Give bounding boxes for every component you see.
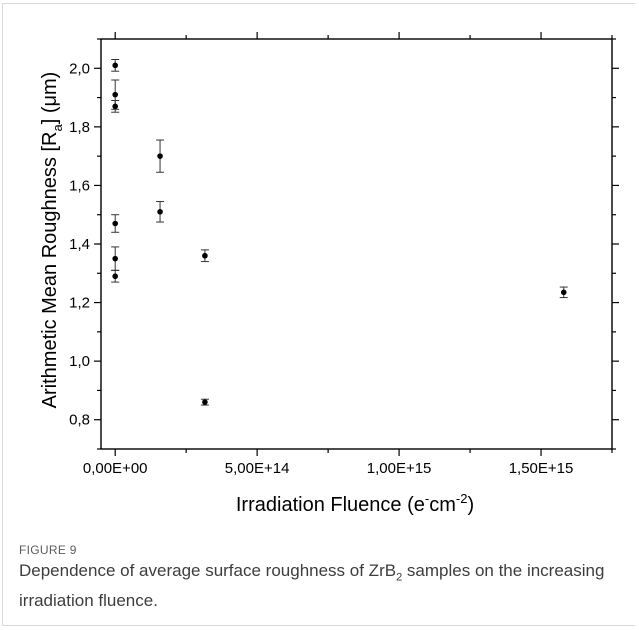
y-axis-title: Arithmetic Mean Roughness [Ra] (μm) xyxy=(39,72,65,409)
data-point-group xyxy=(111,246,120,271)
x-tick-label: 0,00E+00 xyxy=(83,460,148,477)
data-point xyxy=(202,399,208,405)
figure-caption-text: Dependence of average surface roughness … xyxy=(19,561,605,611)
data-point-group xyxy=(156,201,165,223)
y-tick-label: 1,8 xyxy=(69,119,90,136)
x-tick-label: 1,50E+15 xyxy=(509,460,574,477)
data-point-group xyxy=(111,269,120,283)
figure-label: FIGURE 9 xyxy=(19,543,77,557)
y-tick-label: 0,8 xyxy=(69,412,90,429)
x-tick-label: 1,00E+15 xyxy=(367,460,432,477)
figure-caption: FIGURE 9 Dependence of average surface r… xyxy=(19,543,619,613)
axes xyxy=(100,38,613,450)
data-point xyxy=(112,255,118,262)
data-point-group xyxy=(200,249,209,263)
data-point xyxy=(112,62,118,69)
data-point xyxy=(112,103,118,110)
plot-frame xyxy=(100,38,613,450)
y-tick-label: 1,2 xyxy=(69,295,90,312)
y-tick-label: 1,6 xyxy=(69,177,90,194)
y-tick-label: 2,0 xyxy=(69,60,90,77)
data-point-group xyxy=(200,398,209,406)
data-point-group xyxy=(111,100,120,113)
data-point xyxy=(112,220,118,227)
data-point-group xyxy=(156,139,165,173)
data-point xyxy=(112,273,118,280)
data-point-group xyxy=(559,286,568,299)
data-point-group xyxy=(111,59,120,72)
data-point xyxy=(157,153,163,159)
x-axis-title: Irradiation Fluence (e-cm-2) xyxy=(236,491,474,516)
data-points xyxy=(111,59,568,406)
data-point xyxy=(560,289,567,296)
y-tick-label: 1,0 xyxy=(69,353,90,370)
x-tick-label: 5,00E+14 xyxy=(225,460,290,477)
ticks: 0,00E+00 5,00E+14 1,00E+15 1,50E+15 0,8 1,0 1,… xyxy=(69,32,619,477)
scatter-chart: 0,00E+00 5,00E+14 1,00E+15 1,50E+15 0,8 1,0 1,… xyxy=(39,32,619,516)
data-point xyxy=(112,91,118,98)
data-point-group xyxy=(111,214,120,233)
data-point xyxy=(202,252,208,259)
data-point xyxy=(157,208,163,215)
figure-frame xyxy=(2,3,635,626)
y-tick-label: 1,4 xyxy=(69,236,90,253)
